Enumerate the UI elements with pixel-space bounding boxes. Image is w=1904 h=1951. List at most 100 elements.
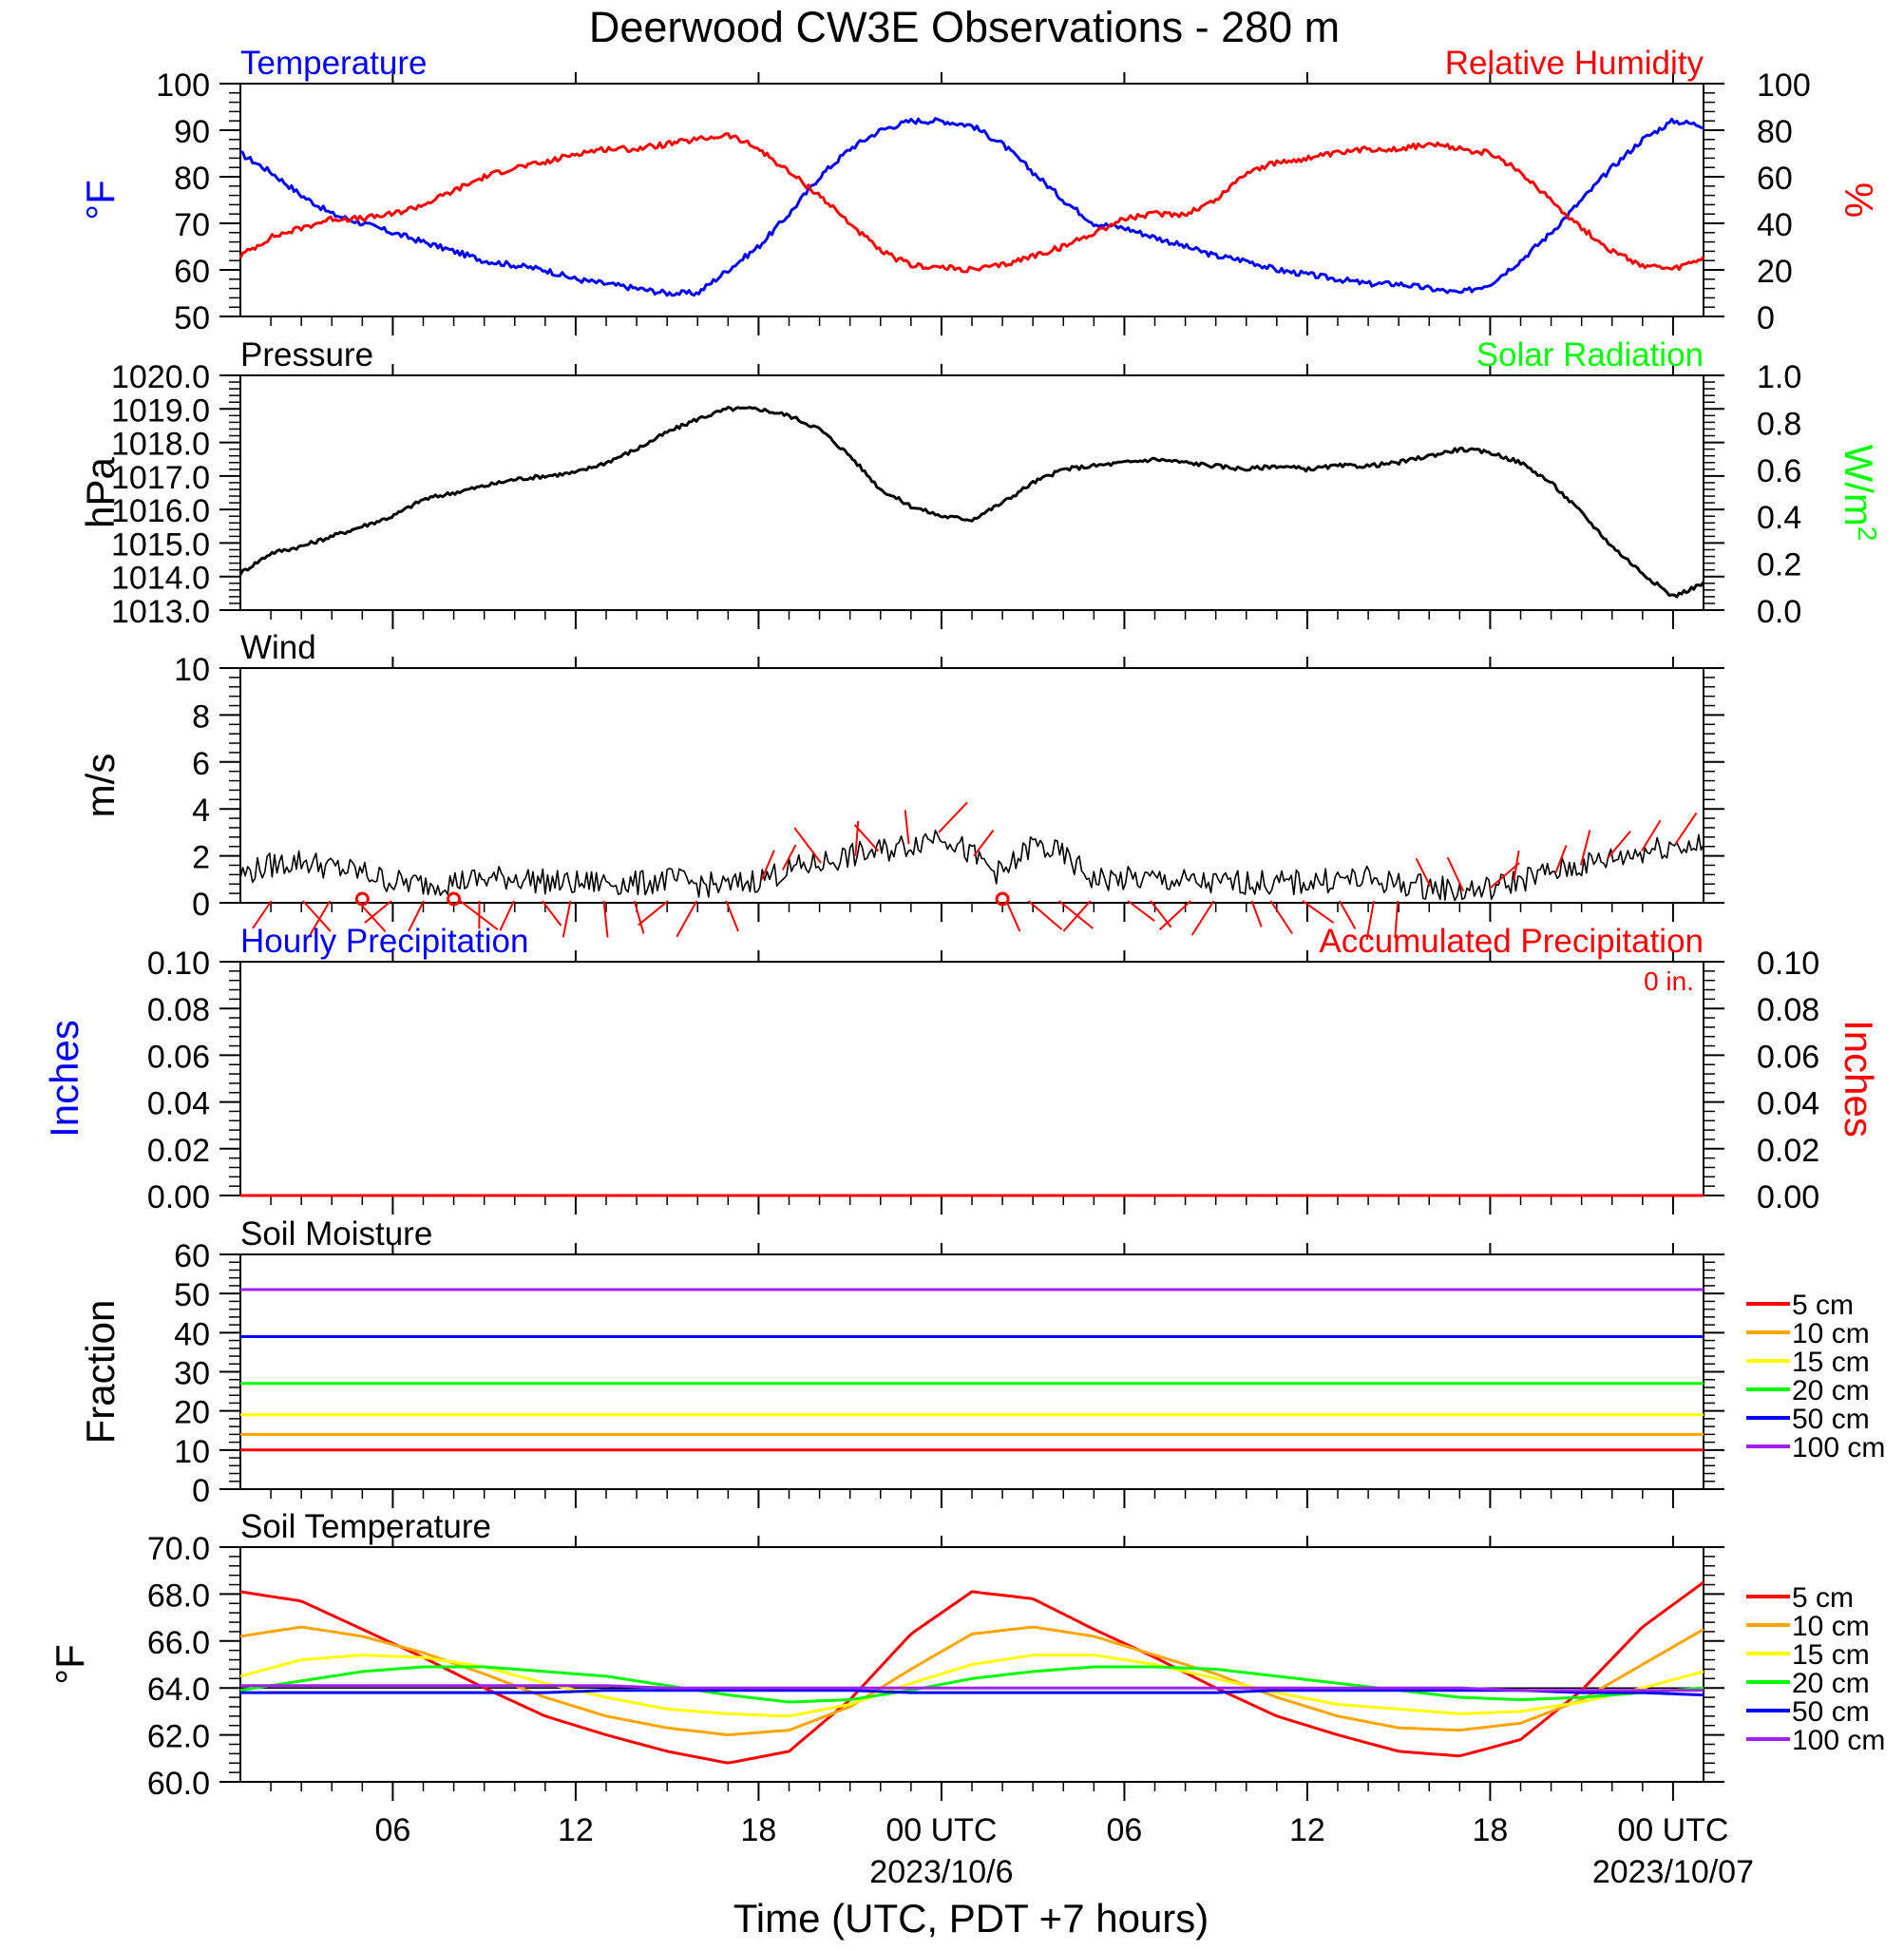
- wind-barb: [1302, 900, 1335, 924]
- y-right-tick-label: 0.00: [1757, 1179, 1819, 1215]
- y-right-tick-label: 0.04: [1757, 1086, 1819, 1122]
- wind-barb: [1607, 831, 1631, 859]
- y-right-tick-label: 0.8: [1757, 406, 1801, 442]
- y-tick-label: 1017.0: [111, 460, 210, 496]
- y-tick-label: 68.0: [147, 1578, 210, 1614]
- y-right-tick-label: 0.02: [1757, 1133, 1819, 1169]
- wind-barb: [854, 820, 860, 856]
- y-tick-label: 100: [156, 67, 210, 104]
- x-tick-label: 12: [1289, 1812, 1325, 1848]
- series-line-series-0: [239, 117, 1704, 297]
- wind-barb: [602, 900, 609, 938]
- plot-frame: [239, 667, 1704, 904]
- y-right-tick-label: 0.6: [1757, 453, 1801, 489]
- panel-temperature-humidity: 100 90 80 70 60 50 100 80 60 40 20 0 Temperature Rela…: [78, 45, 1881, 336]
- y-tick-label: 30: [174, 1356, 210, 1392]
- x-tick-label: 00 UTC: [1617, 1812, 1728, 1848]
- accumulated-precip-label: 0 in.: [1644, 966, 1694, 996]
- wind-barb: [1394, 900, 1399, 939]
- y-tick-label: 1018.0: [111, 427, 210, 463]
- y-tick-label: 10: [174, 1434, 210, 1470]
- x-tick-label: 18: [1473, 1812, 1509, 1848]
- y-tick-label: 64.0: [147, 1672, 210, 1708]
- panel-wind: 10 8 6 4 2 0 Wind m/s: [78, 629, 1724, 941]
- wind-barb: [904, 810, 910, 845]
- wind-barb: [633, 900, 645, 934]
- calm-wind-marker: [995, 891, 1010, 907]
- y-axis-label: °F: [78, 180, 123, 220]
- y-tick-label: 50: [174, 1277, 210, 1313]
- series-line-series-1: [238, 132, 1705, 274]
- y-axis-label-right: Inches: [1837, 1020, 1881, 1138]
- y-axis-label-superscript: 2: [1853, 526, 1882, 542]
- legend-label: 15 cm: [1792, 1347, 1870, 1378]
- panel-title: Pressure: [240, 336, 373, 373]
- wind-barb: [853, 824, 880, 852]
- y-tick-label: 60: [174, 1238, 210, 1274]
- legend-label: 10 cm: [1792, 1318, 1870, 1349]
- y-axis-label: Inches: [42, 1020, 86, 1138]
- wind-barb: [1062, 900, 1092, 932]
- y-right-tick-label: 1.0: [1757, 359, 1801, 395]
- x-date-label: 2023/10/07: [1592, 1854, 1754, 1890]
- wind-barb: [1489, 862, 1520, 889]
- wind-barb: [252, 900, 273, 929]
- wind-barb: [1446, 856, 1465, 892]
- legend-label: 50 cm: [1792, 1404, 1870, 1435]
- y-axis-label: hPa: [78, 456, 123, 527]
- y-tick-label: 0.10: [147, 946, 210, 982]
- y-tick-label: 50: [174, 300, 210, 336]
- wind-barb: [725, 900, 739, 932]
- wind-barb: [1150, 900, 1172, 928]
- wind-barb: [408, 900, 425, 932]
- panel-title: Soil Moisture: [240, 1215, 432, 1253]
- x-axis-label: Time (UTC, PDT +7 hours): [733, 1896, 1209, 1941]
- y-axis-label-right: %: [1837, 182, 1881, 218]
- y-right-tick-label: 0.08: [1757, 992, 1819, 1028]
- wind-barb: [973, 830, 995, 857]
- y-tick-label: 1019.0: [111, 392, 210, 429]
- wind-barb: [499, 900, 515, 931]
- panel-pressure: 1020.01019.01018.01017.01016.01015.01014…: [78, 336, 1882, 630]
- y-right-tick-label: 80: [1757, 114, 1793, 150]
- panel-precipitation: 0.10 0.08 0.06 0.04 0.02 0.00 0.10 0.08 0.06 0.04…: [42, 923, 1881, 1215]
- legend-label: 5 cm: [1792, 1290, 1854, 1321]
- wind-barb: [542, 900, 562, 927]
- y-tick-label: 0.08: [147, 992, 210, 1028]
- legend-label: 20 cm: [1792, 1375, 1870, 1406]
- y-tick-label: 20: [174, 1395, 210, 1431]
- legend-label: 100 cm: [1792, 1725, 1885, 1756]
- y-right-tick-label: 0.06: [1757, 1039, 1819, 1075]
- x-axis: 06 12 18 00 UTC 06 12 18 00 UTC 2023/10/6 2023/10…: [375, 1812, 1754, 1890]
- x-tick-label: 12: [558, 1812, 594, 1848]
- wind-barb: [1127, 900, 1155, 922]
- y-right-tick-label: 20: [1757, 254, 1793, 290]
- legend-label: 100 cm: [1792, 1432, 1885, 1463]
- wind-barb: [781, 844, 797, 870]
- y-tick-label: 70: [174, 207, 210, 243]
- wind-barb: [1027, 900, 1063, 930]
- wind-barb: [760, 850, 775, 880]
- y-right-tick-label: 100: [1757, 67, 1811, 104]
- series-line-10-cm: [239, 1625, 1704, 1736]
- wind-barb: [938, 801, 968, 833]
- y-tick-label: 1015.0: [111, 526, 210, 563]
- calm-wind-marker: [447, 891, 462, 907]
- wind-barb: [364, 900, 392, 924]
- y-right-tick-label: 60: [1757, 161, 1793, 197]
- wind-barb: [1513, 850, 1520, 880]
- panel-title: Wind: [240, 629, 316, 666]
- panel-title: Soil Temperature: [240, 1508, 491, 1545]
- wind-barb: [1190, 900, 1215, 936]
- series-line-20-cm: [239, 1665, 1704, 1704]
- wind-barb: [1250, 900, 1263, 928]
- y-tick-label: 0.06: [147, 1039, 210, 1075]
- x-tick-label: 06: [375, 1812, 411, 1848]
- y-axis-label: °F: [48, 1644, 92, 1684]
- plot-frame: [239, 83, 1704, 317]
- x-tick-label: 06: [1107, 1812, 1143, 1848]
